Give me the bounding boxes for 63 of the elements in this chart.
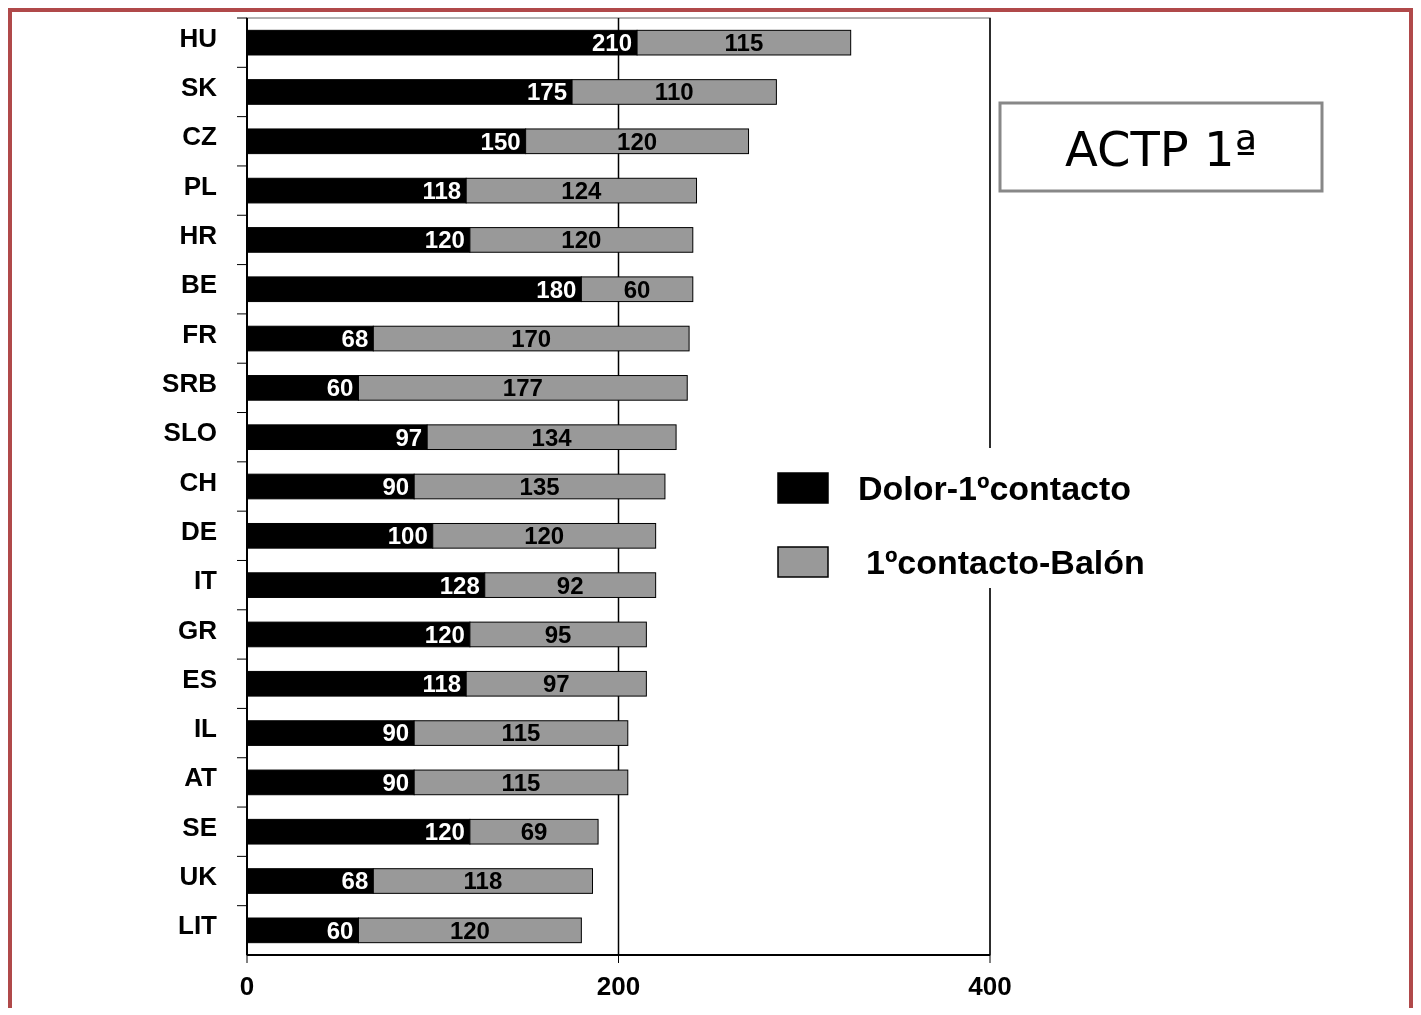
data-label: 69: [520, 818, 548, 846]
y-tick-label: UK: [179, 861, 218, 892]
y-tick-label: ES: [182, 663, 217, 694]
data-label: 118: [422, 670, 462, 698]
data-label: 135: [519, 472, 560, 500]
y-tick-label: HR: [179, 220, 218, 251]
y-tick-label: LIT: [178, 910, 218, 941]
data-label: 90: [382, 719, 410, 747]
data-label: 60: [623, 275, 651, 303]
y-tick-label: AT: [184, 762, 218, 793]
data-label: 120: [449, 916, 490, 944]
data-label: 177: [502, 374, 543, 402]
legend-label: Dolor-1ºcontacto: [858, 468, 1132, 507]
data-label: 110: [654, 78, 694, 106]
x-tick-label: 400: [968, 971, 1012, 1001]
y-tick-label: IL: [193, 713, 218, 744]
data-label: 120: [561, 226, 602, 254]
y-tick-label: DE: [180, 515, 217, 546]
data-label: 90: [382, 768, 410, 796]
data-label: 60: [326, 916, 354, 944]
y-tick-label: GR: [178, 614, 218, 645]
x-tick-label: 0: [239, 971, 255, 1001]
data-label: 120: [617, 127, 658, 155]
legend-label: 1ºcontacto-Balón: [866, 542, 1145, 581]
data-label: 68: [341, 867, 369, 895]
data-label: 128: [439, 571, 480, 599]
data-label: 97: [542, 670, 570, 698]
data-label: 180: [536, 275, 577, 303]
data-label: 115: [501, 719, 541, 747]
data-label: 68: [341, 324, 369, 352]
data-label: 120: [424, 620, 465, 648]
y-tick-label: BE: [180, 269, 217, 300]
data-label: 134: [531, 423, 573, 451]
data-label: 175: [527, 78, 568, 106]
data-label: 170: [511, 324, 552, 352]
data-label: 118: [422, 177, 462, 205]
y-tick-label: HU: [179, 22, 217, 53]
y-tick-label: SE: [182, 811, 217, 842]
data-label: 90: [382, 472, 410, 500]
y-tick-label: SLO: [163, 417, 217, 448]
text: ACTP 1ª: [1064, 121, 1258, 177]
data-label: 124: [561, 177, 603, 205]
data-label: 92: [556, 571, 584, 599]
data-label: 115: [501, 768, 541, 796]
x-tick-label: 200: [596, 971, 641, 1001]
y-tick-label: PL: [183, 170, 218, 201]
data-label: 120: [424, 226, 465, 254]
y-tick-label: CH: [179, 466, 217, 497]
data-label: 120: [424, 818, 465, 846]
data-label: 118: [463, 867, 503, 895]
y-tick-label: CZ: [182, 121, 218, 152]
y-tick-label: IT: [193, 565, 218, 596]
data-label: 95: [544, 620, 572, 648]
data-label: 60: [326, 374, 354, 402]
data-label: 115: [724, 29, 764, 57]
y-tick-label: SK: [180, 72, 218, 103]
data-label: 120: [524, 522, 565, 550]
data-label: 210: [592, 29, 633, 57]
y-tick-label: SRB: [162, 367, 217, 398]
data-label: 150: [480, 127, 521, 155]
data-label: 100: [387, 522, 428, 550]
data-label: 97: [395, 423, 423, 451]
y-tick-label: FR: [182, 318, 218, 349]
